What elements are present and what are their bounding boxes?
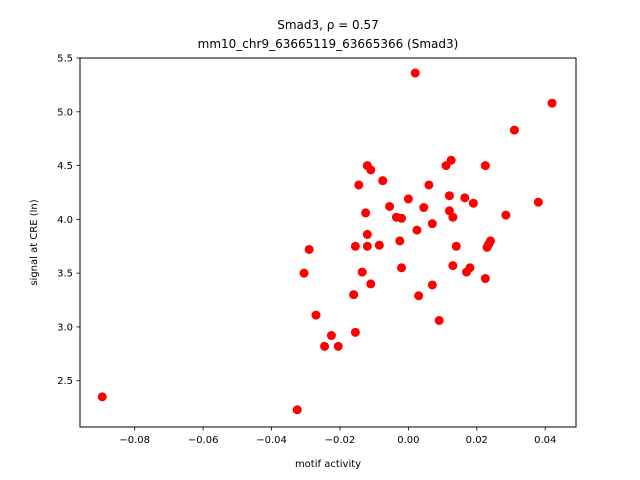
data-point <box>448 261 458 271</box>
x-axis-label: motif activity <box>295 459 361 470</box>
data-point <box>460 193 470 203</box>
x-tick-label: −0.04 <box>256 435 287 446</box>
y-tick-label: 3.5 <box>57 269 73 280</box>
data-point <box>533 197 543 207</box>
data-point <box>292 405 302 415</box>
x-tick-label: −0.06 <box>188 435 219 446</box>
y-axis-label: signal at CRE (ln) <box>29 199 40 285</box>
data-point <box>304 244 314 254</box>
plot-frame <box>79 57 577 428</box>
data-point <box>480 161 490 171</box>
x-tick-label: 0.04 <box>534 435 556 446</box>
data-point <box>412 225 422 235</box>
chart-title-line1: Smad3, ρ = 0.57 <box>277 18 379 32</box>
y-tick-label: 2.5 <box>57 376 73 387</box>
data-point <box>468 198 478 208</box>
y-axis-ticks: 2.5 3.0 3.5 4.0 4.5 5.0 5.5 <box>57 54 80 387</box>
data-point <box>350 327 360 337</box>
data-point <box>485 236 495 246</box>
data-point <box>333 341 343 351</box>
y-tick-label: 3.0 <box>57 322 73 333</box>
y-tick-label: 4.5 <box>57 161 73 172</box>
data-point <box>397 263 407 273</box>
x-tick-label: −0.08 <box>119 435 150 446</box>
data-point <box>403 194 413 204</box>
x-tick-label: 0.00 <box>397 435 419 446</box>
data-point <box>419 203 429 213</box>
x-tick-label: 0.02 <box>466 435 488 446</box>
data-point <box>354 180 364 190</box>
y-tick-label: 5.0 <box>57 107 73 118</box>
data-point <box>361 208 371 218</box>
data-point <box>446 155 456 165</box>
chart-title-line2: mm10_chr9_63665119_63665366 (Smad3) <box>198 37 459 51</box>
data-point <box>427 219 437 229</box>
data-point <box>448 212 458 222</box>
data-point <box>414 291 424 301</box>
data-point <box>395 236 405 246</box>
data-point <box>362 229 372 239</box>
data-points <box>97 68 557 415</box>
data-point <box>378 176 388 186</box>
data-point <box>299 268 309 278</box>
data-point <box>444 191 454 201</box>
data-point <box>547 98 557 108</box>
data-point <box>97 392 107 402</box>
data-point <box>366 279 376 289</box>
data-point <box>362 241 372 251</box>
data-point <box>427 280 437 290</box>
x-tick-label: −0.02 <box>325 435 356 446</box>
data-point <box>480 274 490 284</box>
data-point <box>350 241 360 251</box>
data-point <box>424 180 434 190</box>
data-point <box>410 68 420 78</box>
data-point <box>374 240 384 250</box>
data-point <box>434 315 444 325</box>
data-point <box>465 263 475 273</box>
data-point <box>451 241 461 251</box>
x-axis-ticks: −0.08 −0.06 −0.04 −0.02 0.00 0.02 0.04 <box>119 427 556 446</box>
data-point <box>366 165 376 175</box>
data-point <box>509 125 519 135</box>
y-tick-label: 5.5 <box>57 54 73 65</box>
data-point <box>385 201 395 211</box>
data-point <box>349 290 359 300</box>
data-point <box>320 341 330 351</box>
y-tick-label: 4.0 <box>57 215 73 226</box>
data-point <box>311 310 321 320</box>
data-point <box>357 267 367 277</box>
data-point <box>326 331 336 341</box>
data-point <box>397 213 407 223</box>
data-point <box>501 210 511 220</box>
